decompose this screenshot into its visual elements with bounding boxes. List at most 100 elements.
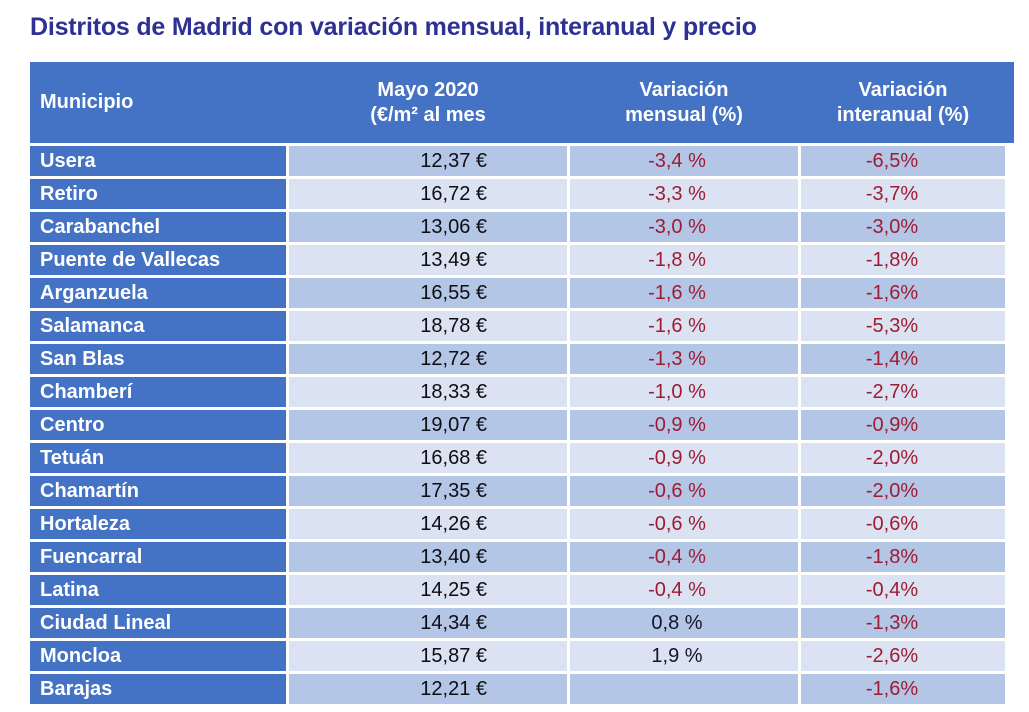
district-cell: Barajas — [30, 674, 286, 704]
table-row: San Blas 12,72 € -1,3 % -1,4% — [30, 344, 1014, 374]
table-row: Fuencarral 13,40 € -0,4 % -1,8% — [30, 542, 1014, 572]
column-header-monthly-variation: Variación mensual (%) — [570, 78, 798, 128]
price-cell: 17,35 € — [289, 476, 567, 506]
table-row: Carabanchel 13,06 € -3,0 % -3,0% — [30, 212, 1014, 242]
yearly-variation-cell: -1,3% — [801, 608, 1005, 638]
column-header-price-line1: Mayo 2020 — [377, 78, 479, 101]
price-cell: 18,78 € — [289, 311, 567, 341]
district-cell: Arganzuela — [30, 278, 286, 308]
table-row: Latina 14,25 € -0,4 % -0,4% — [30, 575, 1014, 605]
column-header-yearly-variation: Variación interanual (%) — [801, 78, 1005, 128]
table-row: Puente de Vallecas 13,49 € -1,8 % -1,8% — [30, 245, 1014, 275]
price-cell: 19,07 € — [289, 410, 567, 440]
district-cell: Latina — [30, 575, 286, 605]
table-row: Salamanca 18,78 € -1,6 % -5,3% — [30, 311, 1014, 341]
monthly-variation-cell: -1,3 % — [570, 344, 798, 374]
table-row: Barajas 12,21 € -1,6% — [30, 674, 1014, 704]
yearly-variation-cell: -2,0% — [801, 443, 1005, 473]
yearly-variation-cell: -2,7% — [801, 377, 1005, 407]
yearly-variation-cell: -2,6% — [801, 641, 1005, 671]
district-cell: Carabanchel — [30, 212, 286, 242]
price-cell: 12,37 € — [289, 146, 567, 176]
column-header-price: Mayo 2020 (€/m² al mes — [289, 78, 567, 128]
monthly-variation-cell: -0,6 % — [570, 476, 798, 506]
table-row: Moncloa 15,87 €1,9 % -2,6% — [30, 641, 1014, 671]
district-cell: Moncloa — [30, 641, 286, 671]
district-cell: Chamartín — [30, 476, 286, 506]
price-cell: 16,72 € — [289, 179, 567, 209]
yearly-variation-cell: -3,7% — [801, 179, 1005, 209]
table-row: Ciudad Lineal 14,34 €0,8 % -1,3% — [30, 608, 1014, 638]
table-row: Hortaleza 14,26 € -0,6 % -0,6% — [30, 509, 1014, 539]
district-cell: Tetuán — [30, 443, 286, 473]
district-cell: Centro — [30, 410, 286, 440]
table-row: Chamberí 18,33 € -1,0 % -2,7% — [30, 377, 1014, 407]
district-cell: Hortaleza — [30, 509, 286, 539]
price-cell: 13,40 € — [289, 542, 567, 572]
price-cell: 13,06 € — [289, 212, 567, 242]
column-header-price-line2: (€/m² al mes — [370, 103, 486, 126]
yearly-variation-cell: -0,6% — [801, 509, 1005, 539]
price-cell: 13,49 € — [289, 245, 567, 275]
monthly-variation-cell: -0,4 % — [570, 575, 798, 605]
yearly-variation-cell: -1,4% — [801, 344, 1005, 374]
monthly-variation-cell: -3,3 % — [570, 179, 798, 209]
yearly-variation-cell: -6,5% — [801, 146, 1005, 176]
price-cell: 18,33 € — [289, 377, 567, 407]
yearly-variation-cell: -1,6% — [801, 674, 1005, 704]
price-cell: 12,21 € — [289, 674, 567, 704]
district-cell: Ciudad Lineal — [30, 608, 286, 638]
district-cell: Fuencarral — [30, 542, 286, 572]
yearly-variation-cell: -3,0% — [801, 212, 1005, 242]
monthly-variation-cell: -0,9 % — [570, 443, 798, 473]
monthly-variation-cell: 1,9 % — [570, 641, 798, 671]
column-header-yearly-line2: interanual (%) — [836, 103, 970, 126]
district-cell: Retiro — [30, 179, 286, 209]
district-cell: Chamberí — [30, 377, 286, 407]
yearly-variation-cell: -1,6% — [801, 278, 1005, 308]
district-cell: Salamanca — [30, 311, 286, 341]
district-cell: Usera — [30, 146, 286, 176]
table-body: Usera 12,37 € -3,4 % -6,5% Retiro 16,72 € -3,3… — [30, 146, 1014, 704]
monthly-variation-cell: -1,6 % — [570, 311, 798, 341]
yearly-variation-cell: -5,3% — [801, 311, 1005, 341]
monthly-variation-cell: -1,6 % — [570, 278, 798, 308]
monthly-variation-cell: -0,9 % — [570, 410, 798, 440]
yearly-variation-cell: -0,9% — [801, 410, 1005, 440]
price-cell: 14,25 € — [289, 575, 567, 605]
monthly-variation-cell: -3,4 % — [570, 146, 798, 176]
page-title: Distritos de Madrid con variación mensua… — [30, 13, 757, 41]
district-cell: San Blas — [30, 344, 286, 374]
price-cell: 14,26 € — [289, 509, 567, 539]
table-row: Usera 12,37 € -3,4 % -6,5% — [30, 146, 1014, 176]
table-row: Centro 19,07 € -0,9 % -0,9% — [30, 410, 1014, 440]
monthly-variation-cell: 0,8 % — [570, 608, 798, 638]
yearly-variation-cell: -0,4% — [801, 575, 1005, 605]
column-header-yearly-line1: Variación — [858, 78, 948, 101]
price-cell: 16,55 € — [289, 278, 567, 308]
monthly-variation-cell — [570, 674, 798, 704]
column-header-municipio: Municipio — [40, 91, 134, 113]
monthly-variation-cell: -1,8 % — [570, 245, 798, 275]
yearly-variation-cell: -1,8% — [801, 542, 1005, 572]
price-cell: 16,68 € — [289, 443, 567, 473]
price-cell: 15,87 € — [289, 641, 567, 671]
districts-table: Municipio Mayo 2020 (€/m² al mes Variaci… — [30, 62, 1014, 704]
monthly-variation-cell: -0,6 % — [570, 509, 798, 539]
table-row: Retiro 16,72 € -3,3 % -3,7% — [30, 179, 1014, 209]
price-cell: 12,72 € — [289, 344, 567, 374]
monthly-variation-cell: -1,0 % — [570, 377, 798, 407]
table-row: Chamartín 17,35 € -0,6 % -2,0% — [30, 476, 1014, 506]
table-header-row: Municipio Mayo 2020 (€/m² al mes Variaci… — [30, 62, 1014, 143]
price-cell: 14,34 € — [289, 608, 567, 638]
table-row: Arganzuela 16,55 € -1,6 % -1,6% — [30, 278, 1014, 308]
monthly-variation-cell: -3,0 % — [570, 212, 798, 242]
yearly-variation-cell: -1,8% — [801, 245, 1005, 275]
district-cell: Puente de Vallecas — [30, 245, 286, 275]
column-header-monthly-line1: Variación — [639, 78, 729, 101]
table-row: Tetuán 16,68 € -0,9 % -2,0% — [30, 443, 1014, 473]
yearly-variation-cell: -2,0% — [801, 476, 1005, 506]
column-header-monthly-line2: mensual (%) — [625, 103, 743, 126]
monthly-variation-cell: -0,4 % — [570, 542, 798, 572]
